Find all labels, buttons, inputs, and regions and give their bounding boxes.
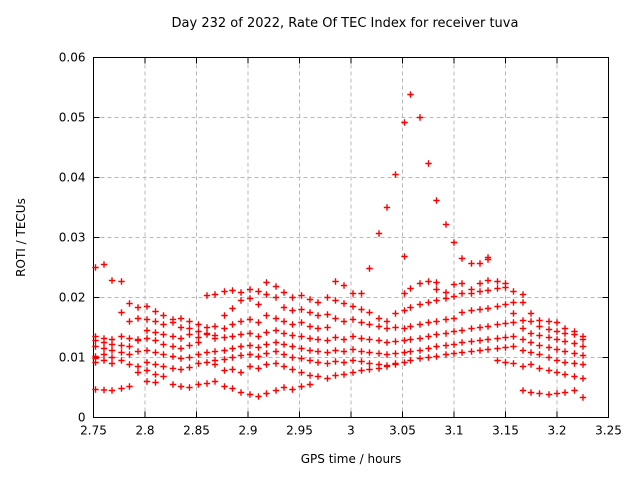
x-tick-label: 2.95 (286, 424, 313, 438)
x-tick-label: 2.8 (135, 424, 154, 438)
x-tick-label: 2.75 (80, 424, 107, 438)
x-tick-label: 2.9 (238, 424, 257, 438)
y-tick-label: 0.05 (59, 111, 86, 125)
axis-labels: Day 232 of 2022, Rate Of TEC Index for r… (14, 16, 518, 466)
y-tick-label: 0.06 (59, 51, 86, 65)
x-tick-label: 3 (347, 424, 355, 438)
x-tick-label: 3.05 (389, 424, 416, 438)
y-tick-label: 0.03 (59, 231, 86, 245)
y-tick-label: 0.04 (59, 171, 86, 185)
axis-ticks: 2.75 2.8 2.85 2.9 2.95 3 3.05 3.1 3.15 3.2 3.25 0 0.… (59, 51, 622, 438)
x-tick-label: 3.25 (595, 424, 622, 438)
y-tick-label: 0.02 (59, 291, 86, 305)
x-tick-label: 3.1 (444, 424, 463, 438)
data-points (92, 91, 587, 401)
grid-lines (93, 57, 609, 418)
y-tick-label: 0 (78, 411, 86, 425)
x-tick-label: 2.85 (183, 424, 210, 438)
chart-title: Day 232 of 2022, Rate Of TEC Index for r… (172, 16, 519, 31)
x-tick-label: 3.2 (547, 424, 566, 438)
y-axis-label: ROTI / TECUs (14, 198, 28, 277)
x-axis-label: GPS time / hours (301, 452, 402, 466)
scatter-plus-markers (92, 91, 587, 401)
y-tick-label: 0.01 (59, 351, 86, 365)
x-tick-label: 3.15 (492, 424, 519, 438)
